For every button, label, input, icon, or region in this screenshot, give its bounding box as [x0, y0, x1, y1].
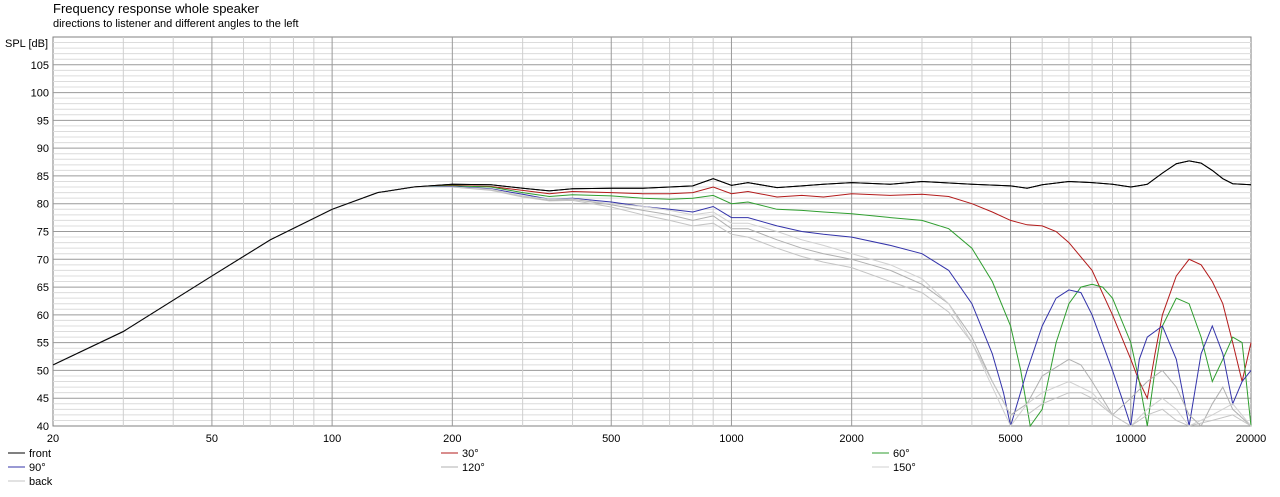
y-tick-label: 60: [37, 310, 49, 322]
x-tick-label: 100: [323, 433, 341, 445]
y-tick-label: 80: [37, 199, 49, 211]
chart-curves: [52, 160, 1252, 428]
x-tick-label: 10000: [1115, 433, 1146, 445]
legend-label: 90°: [29, 462, 46, 474]
legend-label: 150°: [893, 462, 916, 474]
series-line-90: [52, 185, 1252, 427]
legend-label: back: [29, 476, 53, 488]
legend-label: 30°: [462, 448, 479, 460]
y-axis-label: SPL [dB]: [5, 38, 48, 50]
series-line-front-top: [52, 160, 1252, 366]
legend-label: front: [29, 448, 51, 460]
y-tick-label: 90: [37, 143, 49, 155]
legend-label: 60°: [893, 448, 910, 460]
y-tick-label: 105: [31, 60, 49, 72]
x-tick-label: 20000: [1236, 433, 1267, 445]
x-tick-label: 200: [443, 433, 461, 445]
y-tick-label: 95: [37, 115, 49, 127]
y-tick-label: 40: [37, 421, 49, 433]
chart-ticks: 40 45 50 55 60 65 70 75 80 85 90 95 100 105 20 50 100 200…: [31, 60, 1267, 445]
legend-label: 120°: [462, 462, 485, 474]
chart-title: Frequency response whole speaker: [53, 1, 259, 16]
y-tick-label: 65: [37, 282, 49, 294]
x-tick-label: 5000: [998, 433, 1022, 445]
chart-legend: front 30° 60° 90° 120° 150° back: [8, 448, 916, 488]
x-tick-label: 2000: [839, 433, 863, 445]
series-line-back: [52, 186, 1252, 427]
y-tick-label: 85: [37, 171, 49, 183]
x-tick-label: 20: [47, 433, 59, 445]
x-tick-label: 1000: [719, 433, 743, 445]
y-tick-label: 50: [37, 365, 49, 377]
x-tick-label: 500: [602, 433, 620, 445]
chart-subtitle: directions to listener and different ang…: [53, 18, 299, 30]
y-tick-label: 45: [37, 393, 49, 405]
y-tick-label: 100: [31, 88, 49, 100]
series-line-60: [52, 185, 1252, 428]
chart-grid: [52, 36, 1252, 427]
y-tick-label: 70: [37, 254, 49, 266]
y-tick-label: 55: [37, 338, 49, 350]
y-tick-label: 75: [37, 227, 49, 239]
x-tick-label: 50: [206, 433, 218, 445]
